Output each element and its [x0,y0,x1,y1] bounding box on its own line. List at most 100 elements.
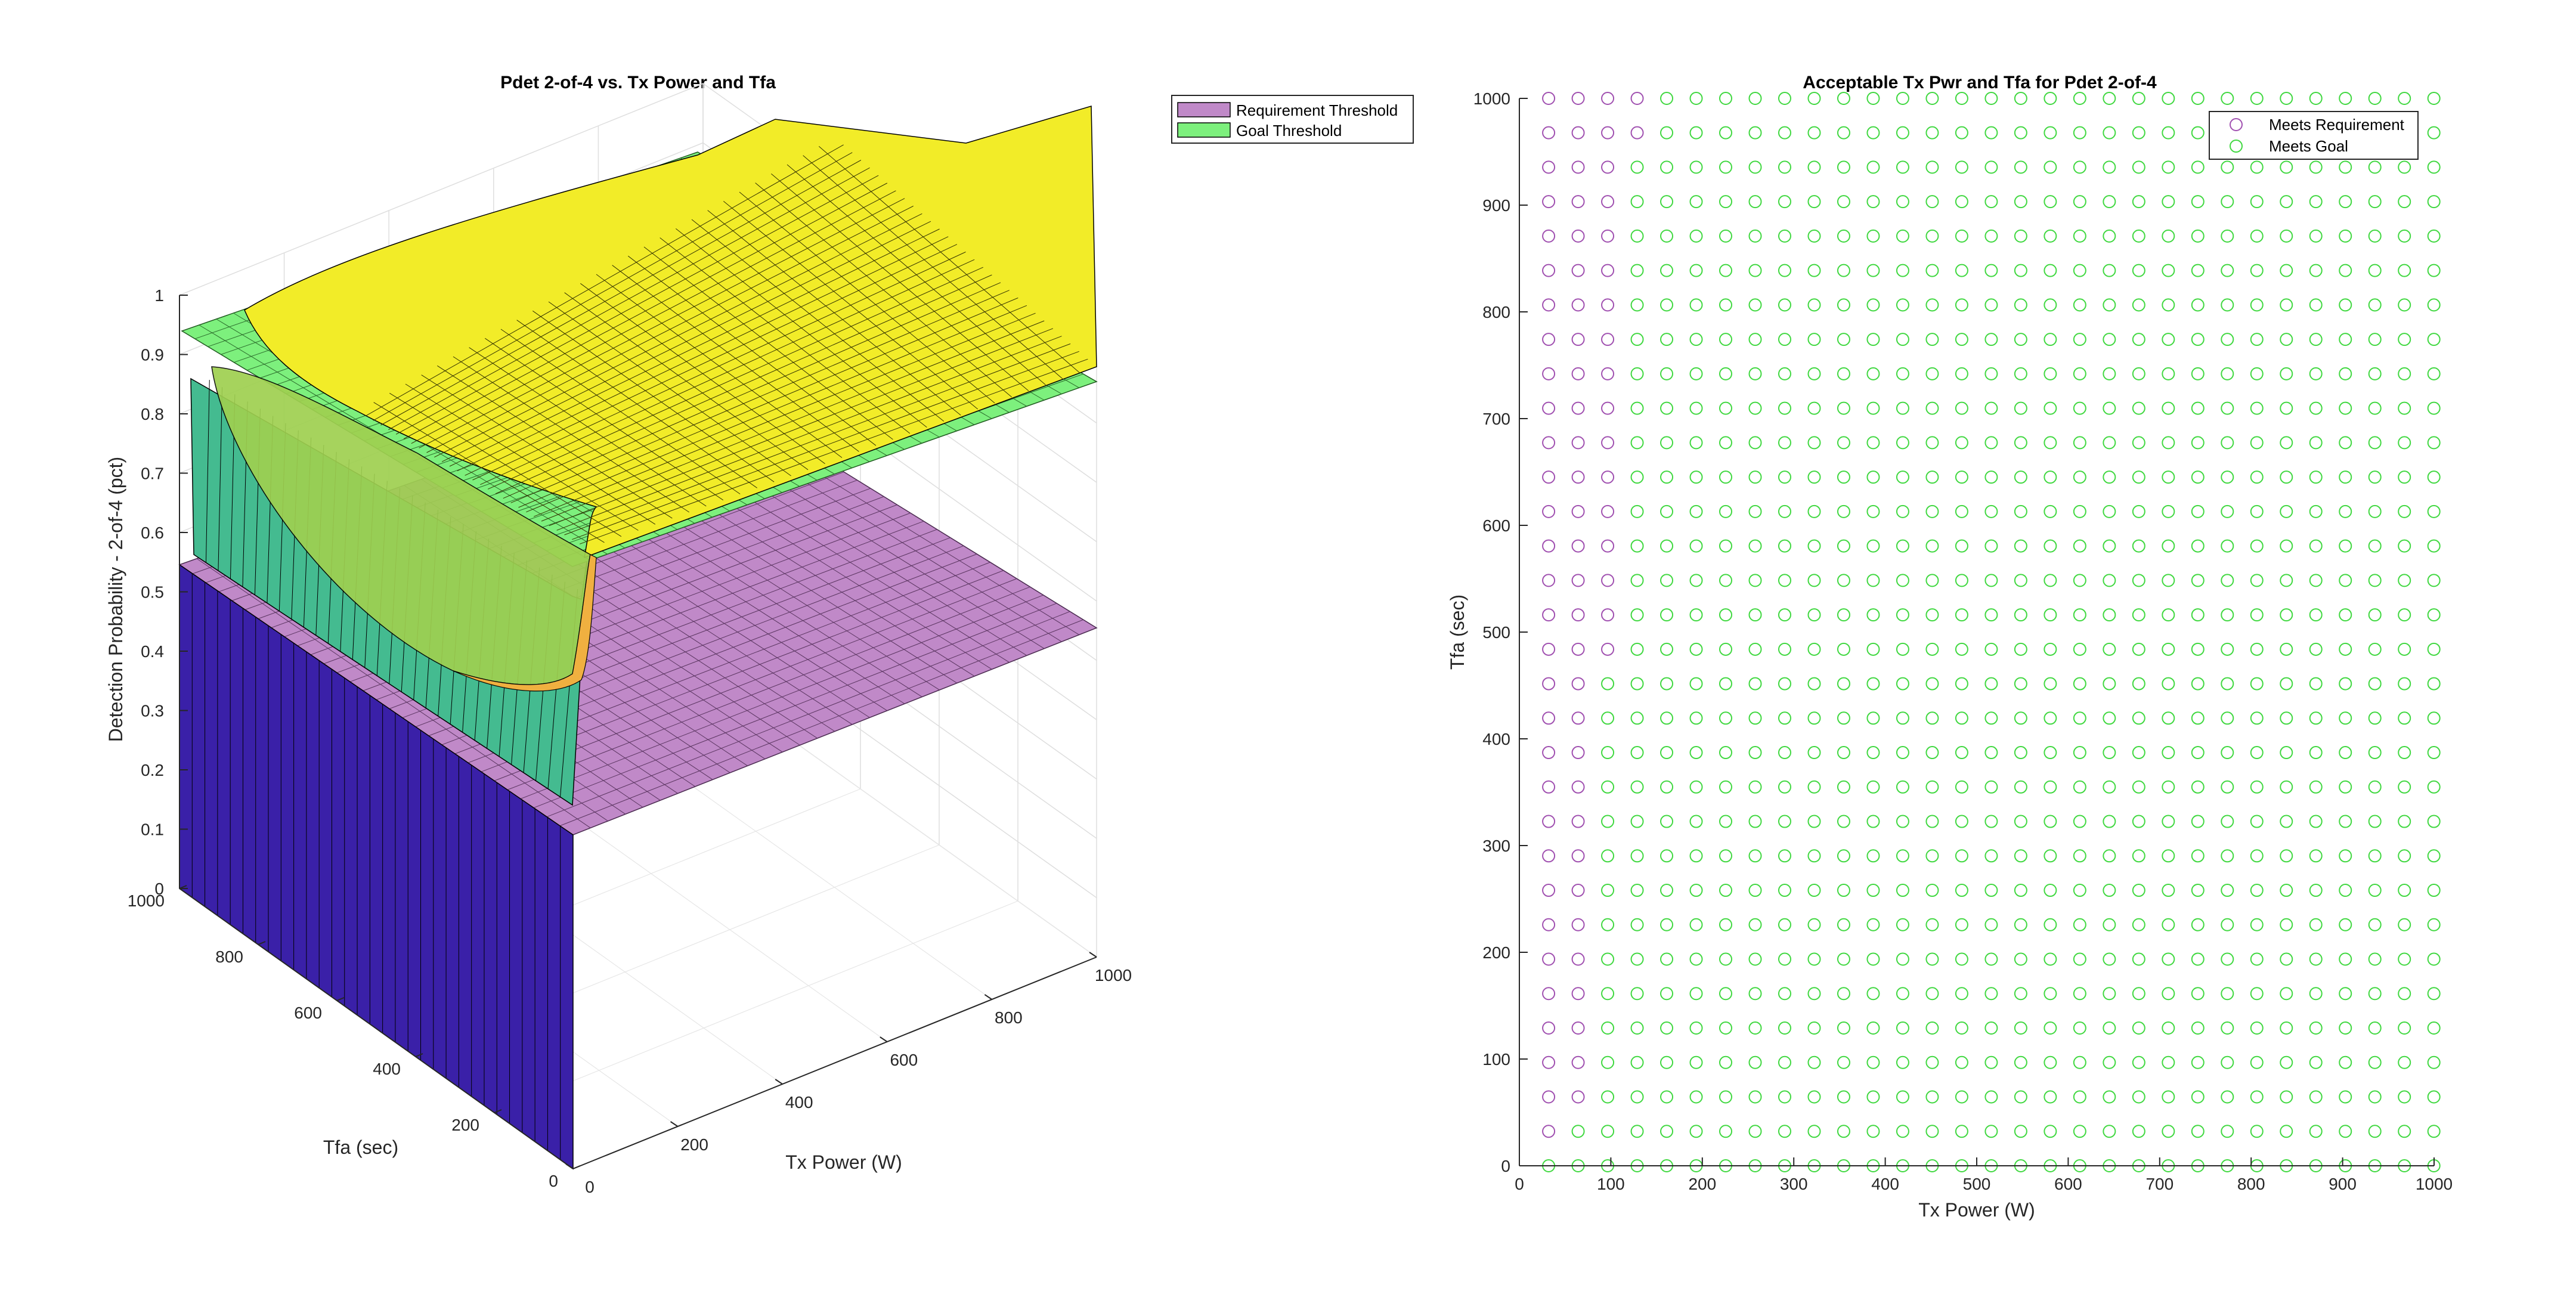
meets-goal-point [1807,126,1821,140]
meets-goal-point [1925,333,1939,346]
meets-goal-point [2014,780,2027,794]
meets-goal-point [1748,333,1762,346]
meets-goal-point [2103,987,2116,1001]
meets-requirement-point [1542,746,1556,760]
meets-goal-point [1660,92,1674,105]
scatter-y-tick-label: 800 [1482,303,1510,321]
meets-goal-point [1807,504,1821,518]
meets-requirement-point [1601,264,1615,277]
surface-plot-legend: Requirement Threshold Goal Threshold [1171,95,1414,144]
tx-power-tick-label: 800 [995,1008,1023,1027]
meets-goal-point [1807,470,1821,484]
meets-goal-point [1719,849,1733,863]
meets-goal-point [2398,436,2411,450]
mesh-line [787,164,1046,385]
meets-goal-point [2162,264,2175,277]
meets-goal-point [2280,436,2293,450]
meets-goal-point [1896,298,1909,312]
meets-goal-point [1778,401,1791,415]
meets-goal-point [2221,401,2234,415]
meets-requirement-point [1601,504,1615,518]
meets-goal-point [1896,436,1909,450]
meets-goal-point [1689,849,1703,863]
meets-goal-point [1837,677,1850,691]
scatter-x-tick-label: 500 [1963,1175,1991,1193]
meets-goal-point [1955,884,1968,897]
meets-goal-point [2250,987,2264,1001]
meets-goal-point [1896,849,1909,863]
meets-goal-point [1630,539,1644,553]
meets-goal-point [2427,987,2441,1001]
meets-goal-point [1807,1090,1821,1104]
meets-requirement-point [1542,574,1556,587]
meets-goal-point [2044,298,2057,312]
mesh-line [676,228,927,428]
meets-requirement-point [1571,987,1585,1001]
meets-goal-point [1955,815,1968,828]
meets-goal-point [2221,884,2234,897]
meets-goal-point [1630,1021,1644,1035]
meets-goal-point [1837,470,1850,484]
meets-goal-point [2427,264,2441,277]
meets-goal-point [1660,504,1674,518]
meets-goal-point [2280,780,2293,794]
meets-goal-point [1778,815,1791,828]
meets-goal-point [1689,436,1703,450]
meets-goal-point [2221,1055,2234,1069]
mesh-line [803,155,1063,379]
meets-goal-point [1984,1125,1998,1138]
meets-goal-point [1630,608,1644,622]
scatter-legend-box [2209,111,2419,160]
meets-goal-point [1925,918,1939,931]
mesh-line [628,255,877,446]
meets-goal-point [2250,574,2264,587]
meets-goal-point [2191,987,2205,1001]
meets-goal-point [2162,436,2175,450]
meets-goal-point [1896,952,1909,966]
meets-goal-point [2398,711,2411,725]
meets-goal-point [2073,746,2086,760]
meets-goal-point [1955,677,1968,691]
meets-goal-point [2221,229,2234,243]
tfa-tick [415,1053,423,1057]
meets-goal-point [2250,333,2264,346]
meets-goal-point [2368,677,2382,691]
meets-goal-point [2427,746,2441,760]
meets-goal-point [1866,918,1880,931]
meets-goal-point [1955,229,1968,243]
meets-goal-point [2250,884,2264,897]
meets-goal-point [2280,987,2293,1001]
meets-goal-point [1896,987,1909,1001]
meets-goal-point [1896,333,1909,346]
mesh-line [596,274,843,458]
meets-goal-point [1660,470,1674,484]
meets-goal-point [2044,574,2057,587]
meets-goal-point [2280,1090,2293,1104]
meets-goal-point [2191,677,2205,691]
meets-goal-point [1660,1125,1674,1138]
meets-goal-point [2250,229,2264,243]
meets-goal-point [2191,470,2205,484]
meets-goal-point [1689,952,1703,966]
meets-goal-point [1807,333,1821,346]
meets-goal-point [1689,1125,1703,1138]
meets-goal-point [1837,195,1850,209]
meets-goal-point [2368,849,2382,863]
meets-goal-point [1630,677,1644,691]
meets-goal-point [1778,195,1791,209]
meets-goal-point [1955,1125,1968,1138]
meets-goal-point [2250,160,2264,174]
meets-goal-point [2191,504,2205,518]
meets-goal-point [2339,884,2352,897]
meets-goal-point [1837,92,1850,105]
mesh-line [405,383,639,531]
meets-goal-point [2162,504,2175,518]
meets-goal-point [2368,1125,2382,1138]
meets-goal-point [2014,367,2027,380]
meets-goal-point [2280,333,2293,346]
meets-requirement-point [1542,849,1556,863]
meets-goal-point [1837,160,1850,174]
meets-goal-point [1807,1055,1821,1069]
meets-requirement-point [1571,126,1585,140]
meets-requirement-point [1571,539,1585,553]
